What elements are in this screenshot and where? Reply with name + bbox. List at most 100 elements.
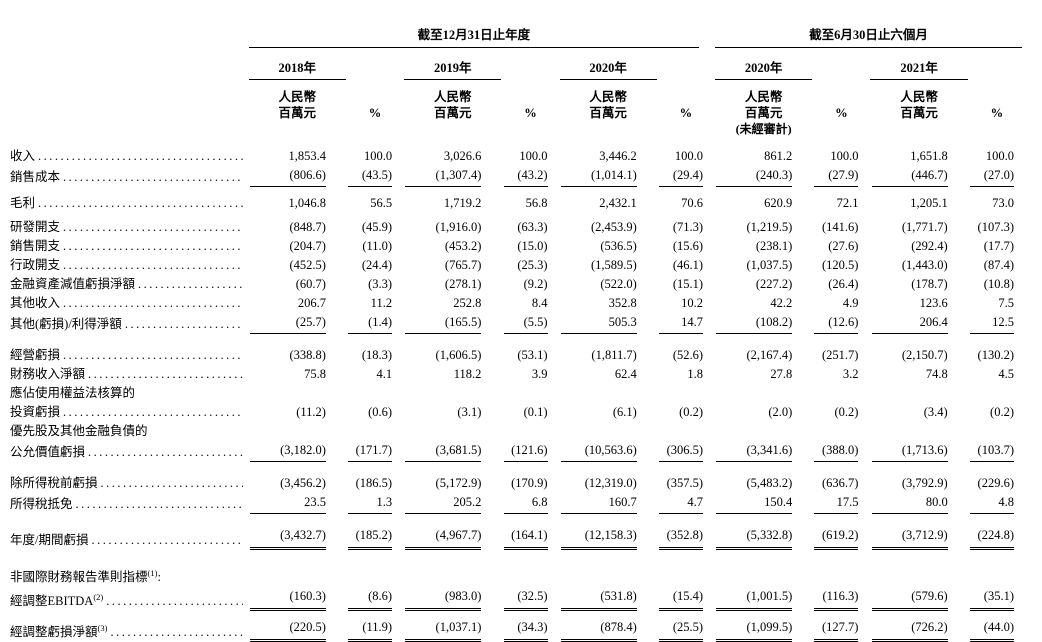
value: 12.5 <box>970 313 1014 334</box>
percent-cell: (27.9) <box>812 166 870 187</box>
value: 205.2 <box>405 493 482 514</box>
value: (726.2) <box>871 618 948 642</box>
spacer-line <box>657 89 715 105</box>
percent-cell: (357.5) <box>657 474 715 493</box>
amount-cell: (983.0) <box>404 587 501 611</box>
amount-cell: (5,172.9) <box>404 474 501 493</box>
amount-cell: (1,916.0) <box>404 218 501 237</box>
percent-cell: 4.9 <box>812 294 870 313</box>
amount-cell: (220.5) <box>249 618 346 642</box>
amount-cell: (806.6) <box>249 166 346 187</box>
amount-cell <box>715 568 812 587</box>
value: (0.2) <box>990 405 1014 419</box>
year-header-gap <box>812 48 870 80</box>
amount-cell: (3,182.0) <box>249 441 346 462</box>
unit-line1: 人民幣 <box>744 90 783 104</box>
spacer-cell <box>10 550 1026 568</box>
value: 123.6 <box>919 296 948 310</box>
value: 56.8 <box>525 196 548 210</box>
row-label-text: 銷售成本 <box>10 170 61 184</box>
unit-line2: 百萬元 <box>900 106 938 120</box>
value: 75.8 <box>304 367 326 381</box>
amount-cell <box>870 384 967 403</box>
percent-cell: (10.8) <box>968 275 1026 294</box>
percent-cell: (0.2) <box>657 403 715 422</box>
corner-cell <box>10 24 249 48</box>
amount-cell: (108.2) <box>715 313 812 334</box>
value: (2,453.9) <box>590 220 637 234</box>
amount-cell <box>404 384 501 403</box>
row-label-text: 經調整虧損淨額(3) <box>10 623 108 639</box>
unaudited-note: (未經審計) <box>735 122 792 136</box>
percent-cell: (25.5) <box>657 618 715 642</box>
value: (3.4) <box>923 405 948 419</box>
percent-cell: 100.0 <box>657 147 715 166</box>
percent-label: % <box>679 106 693 120</box>
value: (636.7) <box>821 476 859 490</box>
value: (278.1) <box>444 277 482 291</box>
percent-cell: (12.6) <box>812 313 870 334</box>
percent-cell: (87.4) <box>968 256 1026 275</box>
percent-cell: (46.1) <box>657 256 715 275</box>
value: (536.5) <box>600 239 637 253</box>
table-row: 收入 1,853.4 100.0 3,026.6 100.0 3,446.2 100.0 86… <box>10 147 1026 166</box>
value: (531.8) <box>560 587 637 611</box>
value: (17.7) <box>983 239 1014 253</box>
percent-cell: 8.4 <box>501 294 559 313</box>
amount-cell: (1,713.6) <box>870 441 967 462</box>
amount-cell: (522.0) <box>560 275 657 294</box>
value: (5.5) <box>503 313 548 334</box>
value: (4,967.7) <box>405 526 482 550</box>
value: (3,341.6) <box>716 441 793 462</box>
row-label: 年度/期間虧損 <box>10 531 249 550</box>
table-row: 其他收入 206.7 11.2 252.8 8.4 352.8 10.2 42.2 4.9 123… <box>10 294 1026 313</box>
amount-cell: 2,432.1 <box>560 194 657 213</box>
spacer-line <box>501 89 559 105</box>
amount-cell: (726.2) <box>870 618 967 642</box>
row-label-text: 除所得稅前虧損 <box>10 476 98 490</box>
value: (121.6) <box>503 441 548 462</box>
spacer-cell <box>10 611 1026 618</box>
table-row: 財務收入淨額 75.8 4.1 118.2 3.9 62.4 1.8 27.8 3.2 74.8 4… <box>10 365 1026 384</box>
row-label: 應佔使用權益法核算的 <box>10 384 249 403</box>
value: (120.5) <box>821 258 859 272</box>
amount-cell: (1,014.1) <box>560 166 657 187</box>
row-label: 公允價值虧損 <box>10 443 249 462</box>
percent-cell: (619.2) <box>812 526 870 550</box>
value: 11.2 <box>370 296 393 310</box>
amount-cell: (1,001.5) <box>715 587 812 611</box>
year-header: 2019年 <box>404 48 502 80</box>
footnote-ref: (2) <box>93 592 104 602</box>
value: (9.2) <box>523 277 548 291</box>
value: (878.4) <box>560 618 637 642</box>
amount-cell: 252.8 <box>404 294 501 313</box>
percent-cell <box>346 422 404 441</box>
amount-cell <box>715 384 812 403</box>
percent-cell: (35.1) <box>968 587 1026 611</box>
value: (25.7) <box>249 313 326 334</box>
percent-cell <box>812 384 870 403</box>
amount-cell: 205.2 <box>404 493 501 514</box>
value: (579.6) <box>871 587 948 611</box>
value: (5,483.2) <box>746 476 793 490</box>
row-label: 經調整虧損淨額(3) <box>10 623 249 642</box>
percent-cell: (26.4) <box>812 275 870 294</box>
unaudited-note <box>870 121 967 137</box>
table-row: 年度/期間虧損 (3,432.7) (185.2) (4,967.7) (164.1) (… <box>10 526 1026 550</box>
value: (141.6) <box>821 220 859 234</box>
amount-cell: 27.8 <box>715 365 812 384</box>
value: (15.1) <box>672 277 704 291</box>
percent-cell: (120.5) <box>812 256 870 275</box>
spacer-cell <box>10 462 1026 474</box>
value: (6.1) <box>612 405 637 419</box>
amount-cell: (3,432.7) <box>249 526 346 550</box>
year-label: 2019年 <box>404 57 502 80</box>
value: 17.5 <box>814 493 859 514</box>
spacer-row <box>10 187 1026 194</box>
row-label-cell: 應佔使用權益法核算的 <box>10 384 249 403</box>
value: (1,307.4) <box>405 166 482 187</box>
amount-cell: (25.7) <box>249 313 346 334</box>
value: (108.2) <box>716 313 793 334</box>
percent-cell: (164.1) <box>501 526 559 550</box>
unit-line2: 百萬元 <box>744 106 783 120</box>
